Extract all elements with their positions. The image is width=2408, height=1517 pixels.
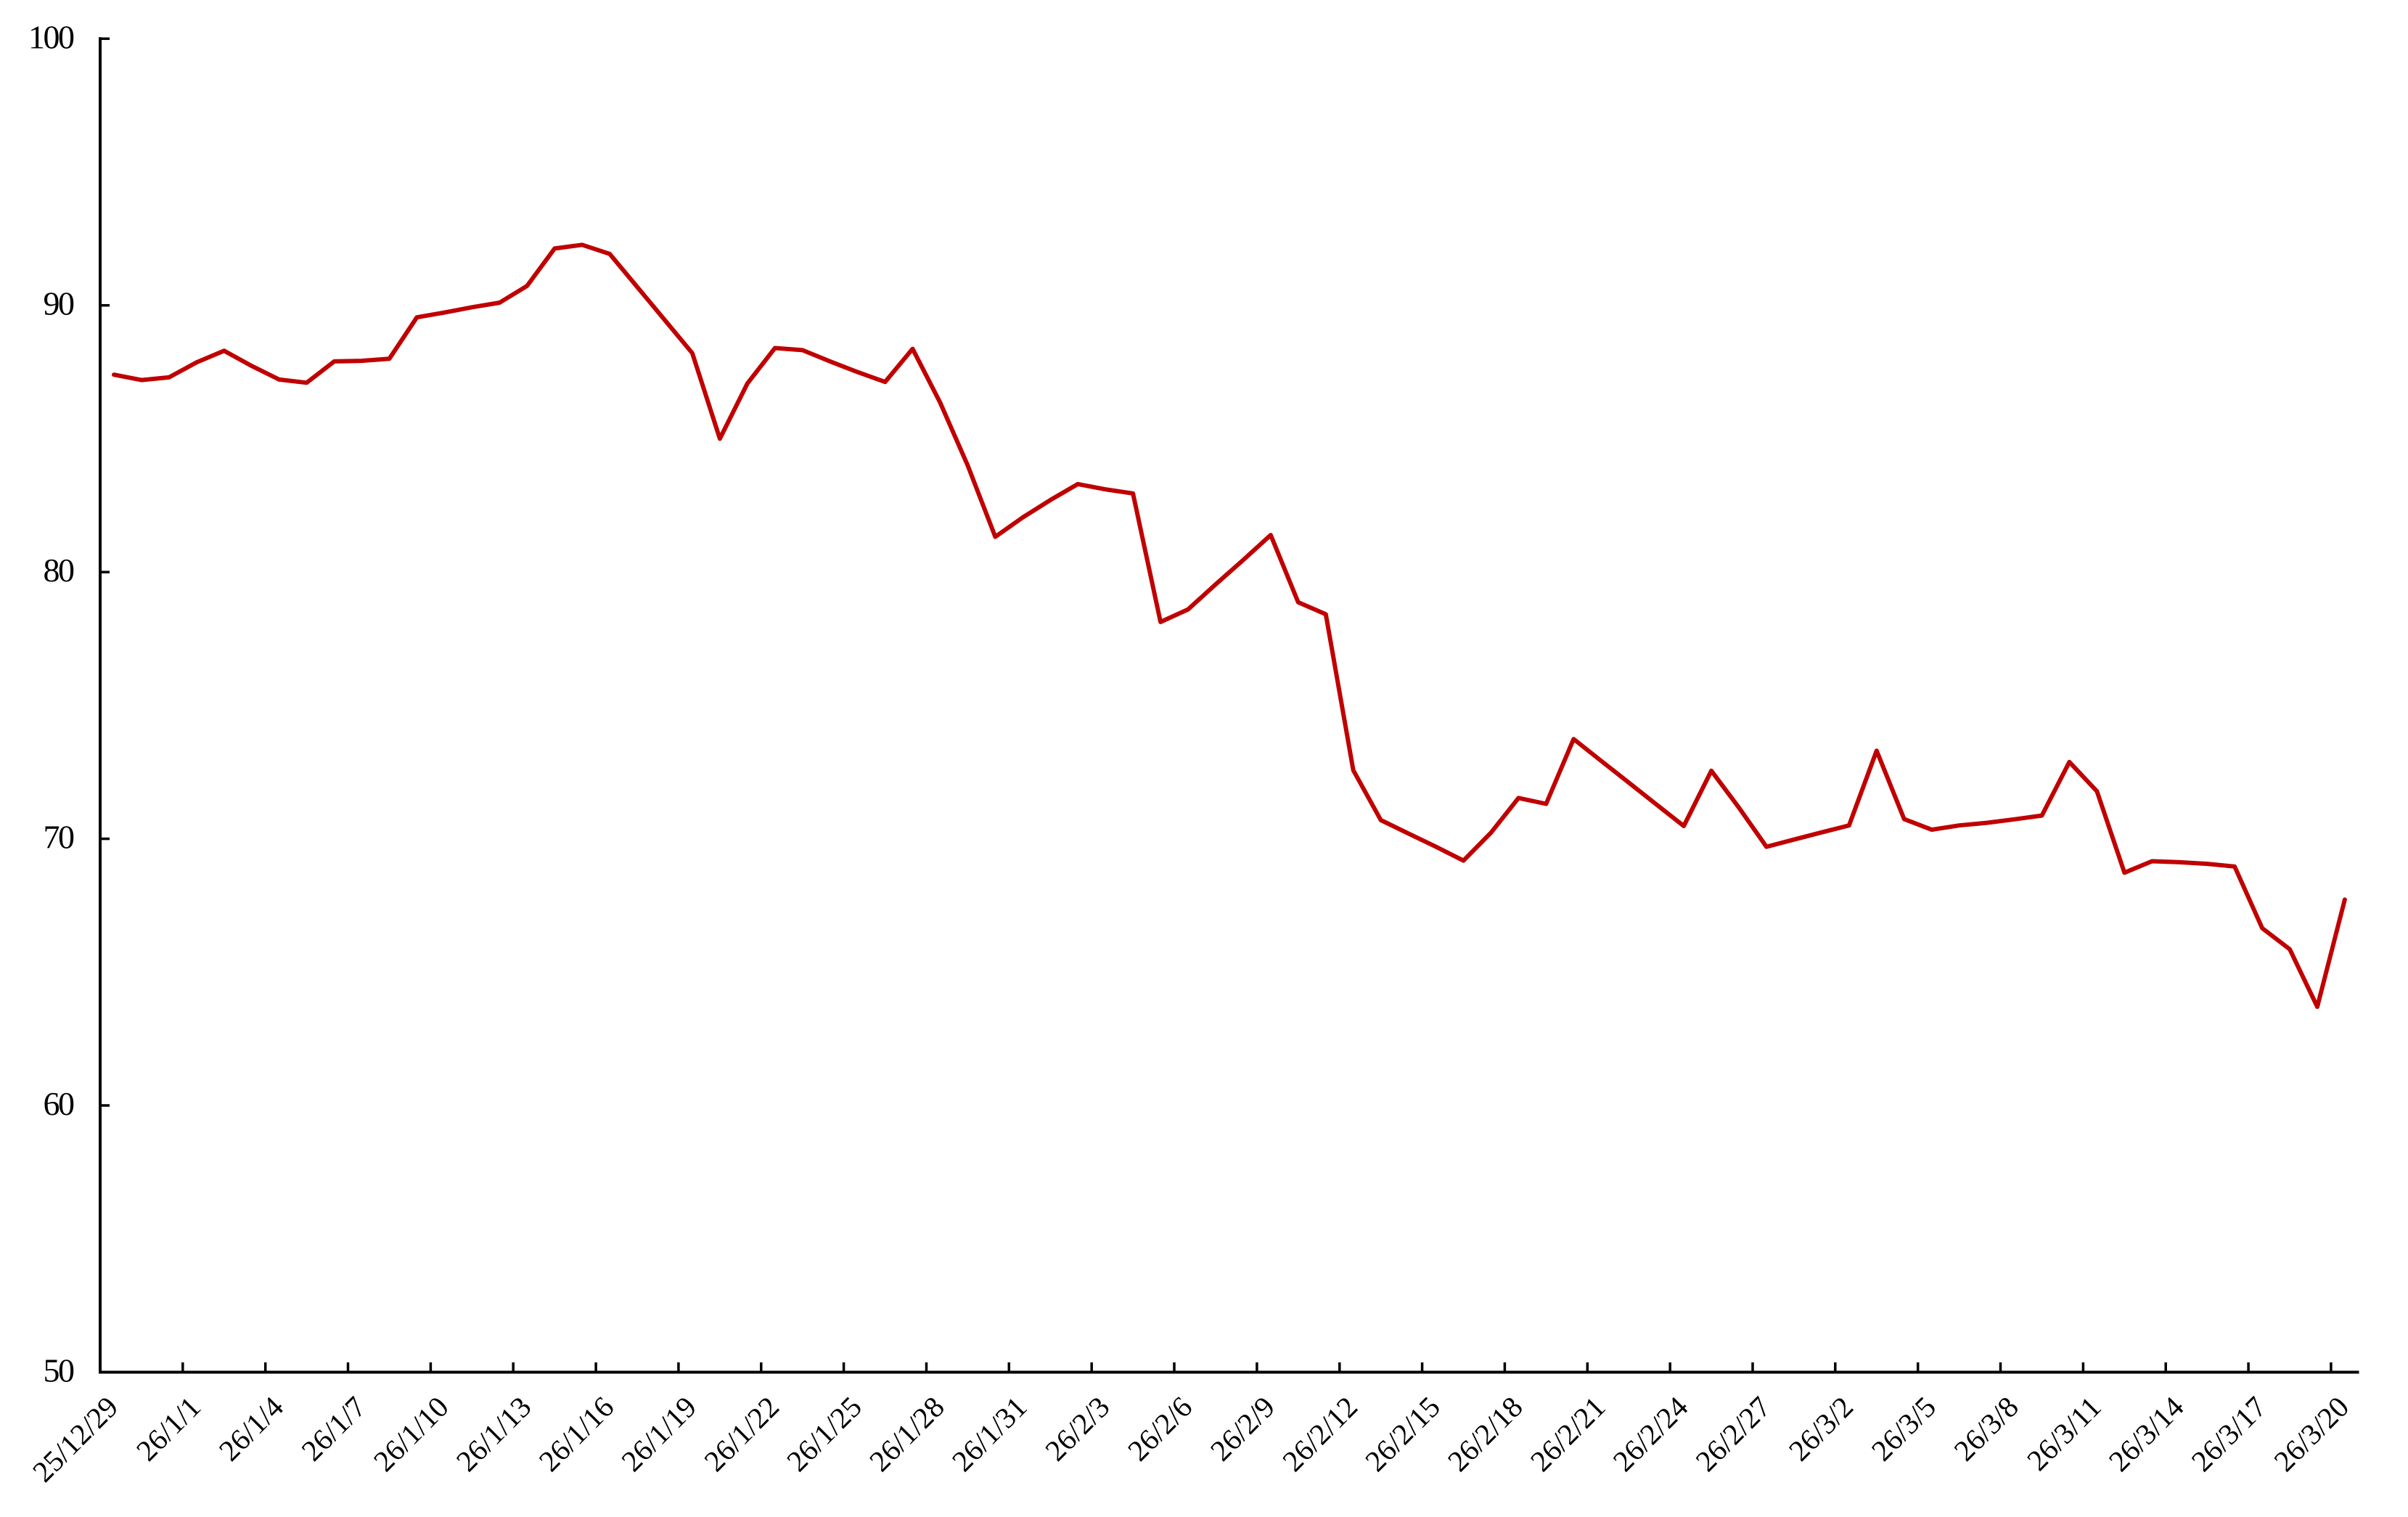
svg-text:80: 80 — [44, 552, 75, 589]
svg-text:60: 60 — [44, 1085, 75, 1122]
svg-text:50: 50 — [44, 1352, 75, 1389]
svg-text:70: 70 — [44, 819, 75, 856]
svg-text:100: 100 — [28, 18, 74, 55]
svg-text:90: 90 — [44, 285, 75, 322]
